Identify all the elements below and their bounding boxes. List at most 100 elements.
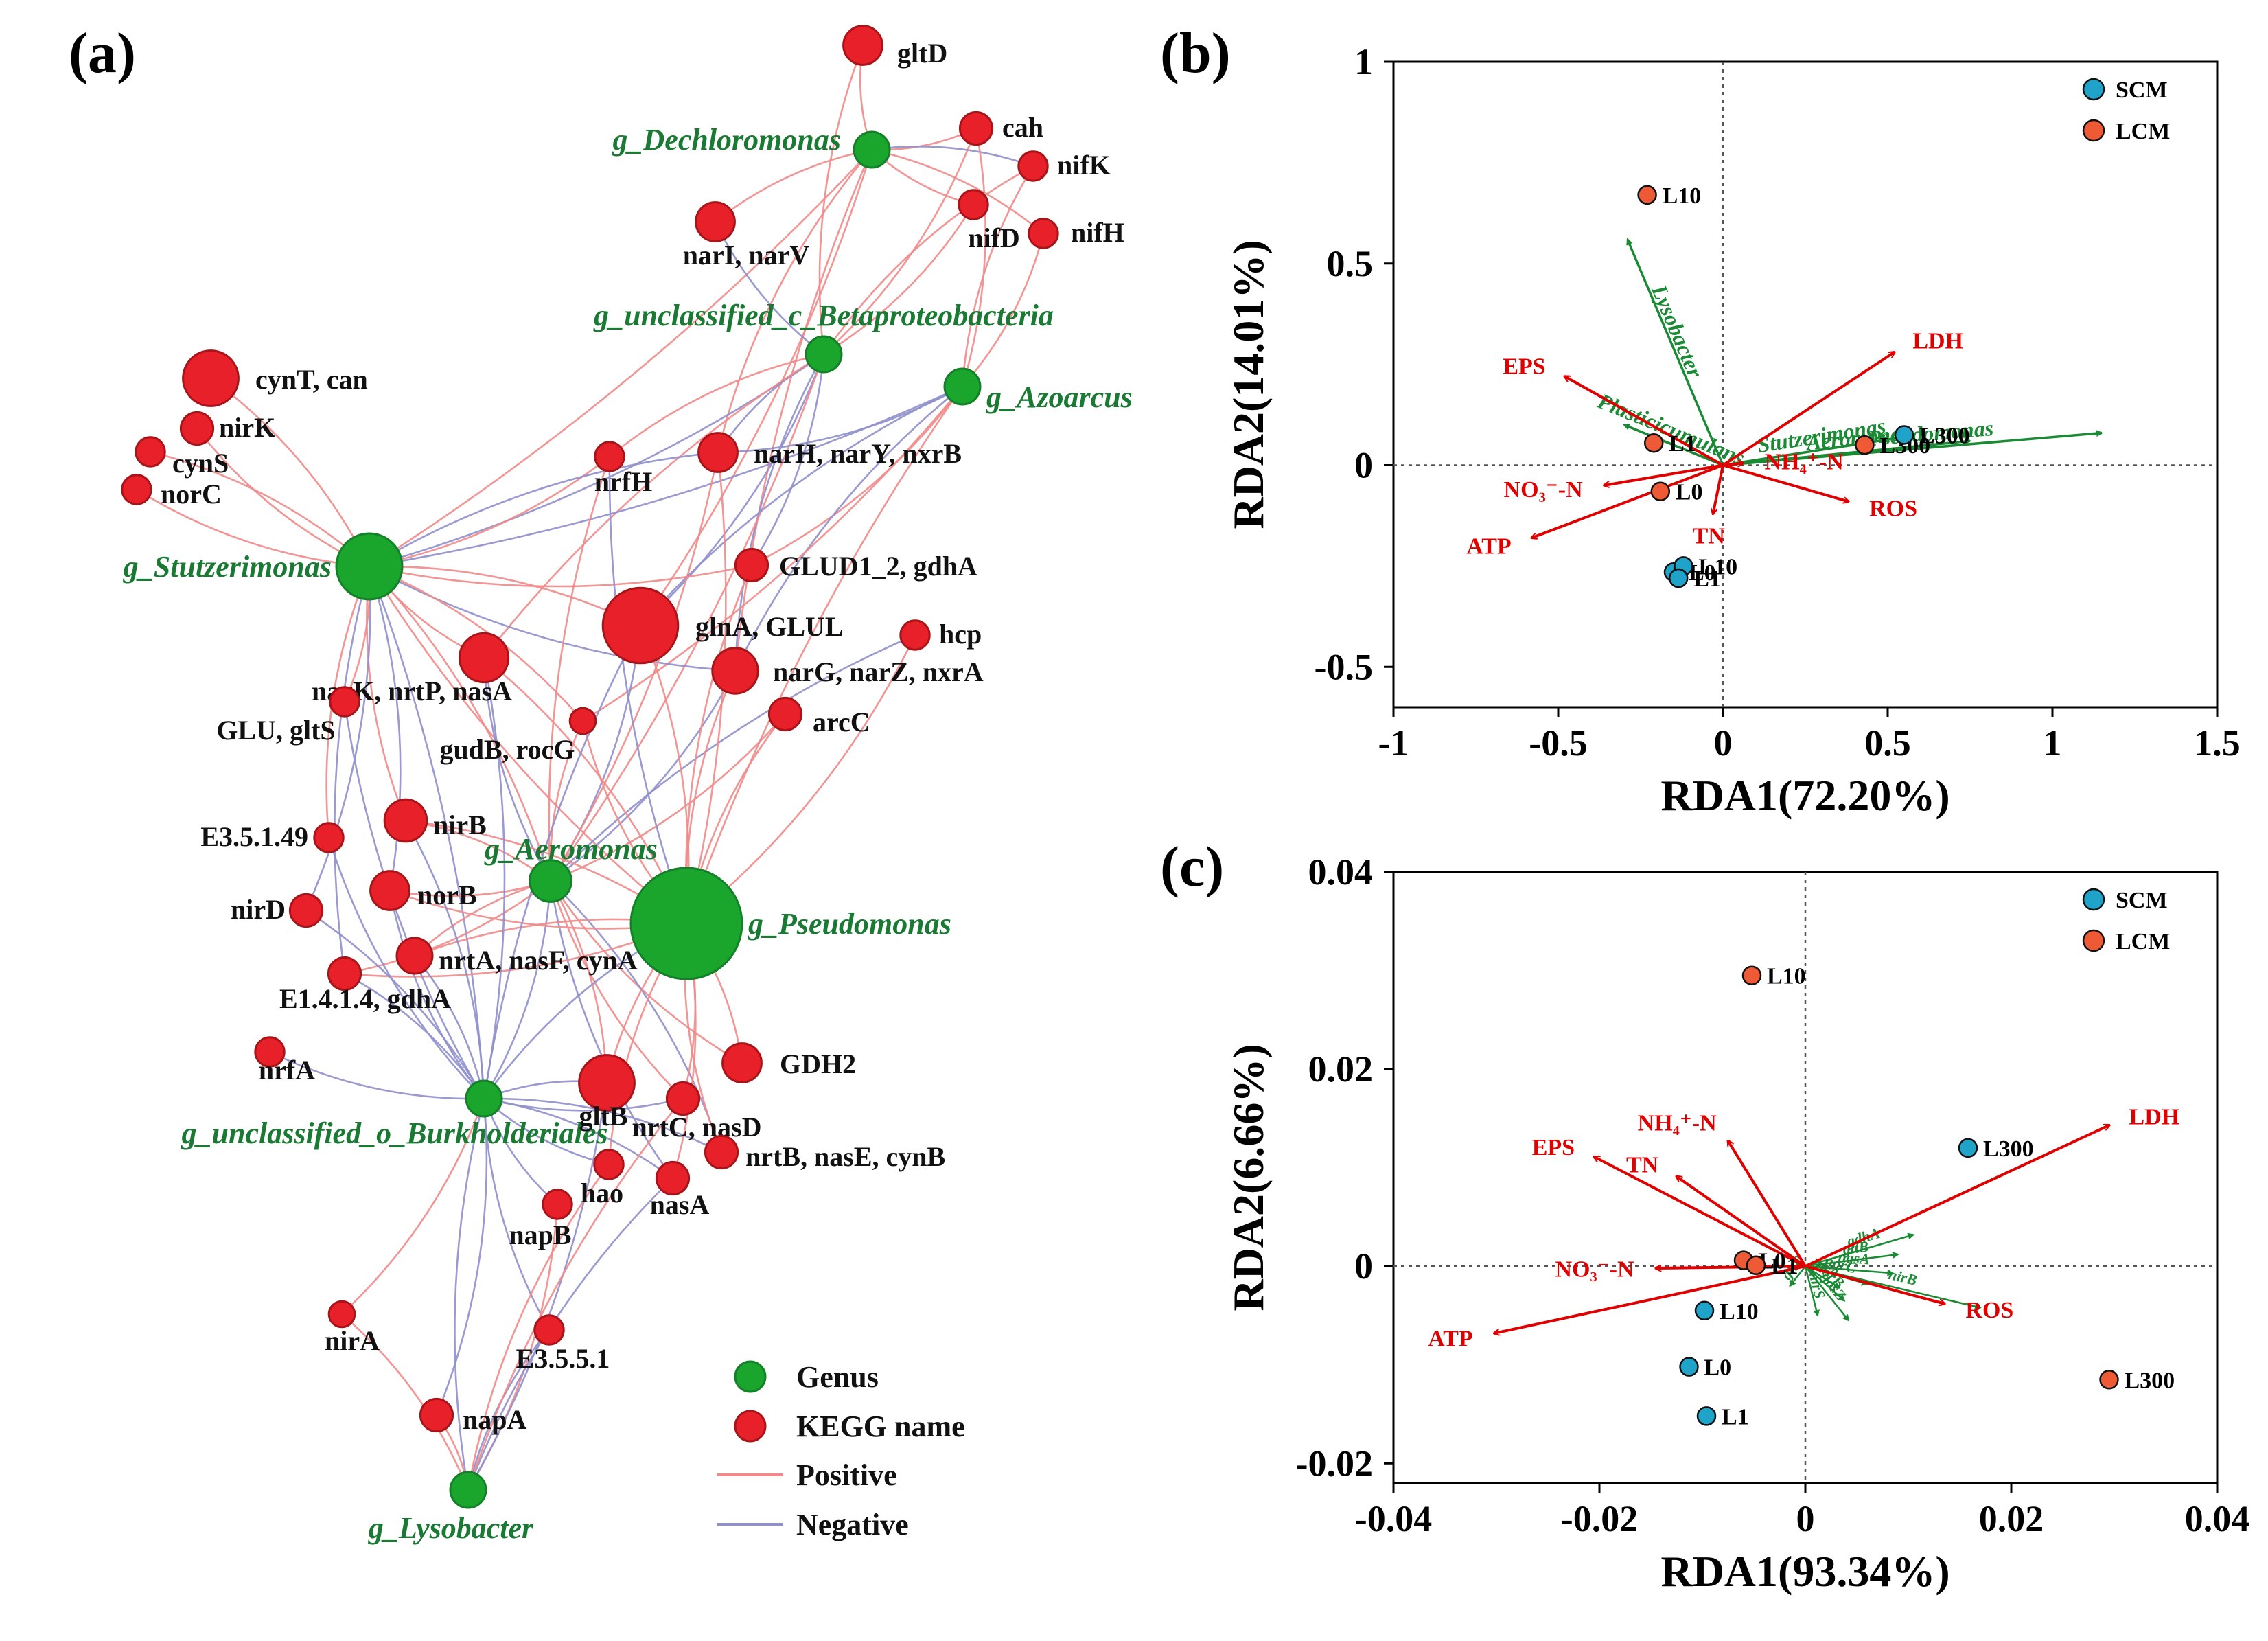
- species-vector-nira: [1805, 1265, 1841, 1289]
- sample-marker: [2099, 1370, 2119, 1390]
- env-vector-tn: [1677, 1177, 1807, 1267]
- sample-point-scm-l0: L0: [1679, 1355, 1731, 1381]
- sample-label: L1: [1771, 1254, 1798, 1279]
- node-circle: [594, 441, 625, 472]
- edge-pse-nrfH: [608, 456, 688, 924]
- node-label: norC: [161, 479, 222, 509]
- edge-bur-glnA: [483, 625, 642, 1099]
- node-circle: [288, 893, 324, 928]
- sample-point-lcm-l300: L300: [2099, 1368, 2175, 1393]
- kegg-node-nifD: nifD: [958, 189, 1020, 253]
- edge-bur-e3549: [327, 837, 485, 1099]
- env-label-ros: ROS: [1869, 496, 1917, 521]
- node-label: GLU, gltS: [216, 715, 335, 746]
- edge-beta-aer: [549, 354, 825, 882]
- node-label: cah: [1002, 112, 1043, 143]
- node-circle: [542, 1189, 573, 1220]
- legend-genus-marker: [734, 1360, 767, 1393]
- sample-label: L300: [2125, 1368, 2175, 1393]
- sample-point-lcm-l10: L10: [1741, 964, 1806, 989]
- env-label-ros: ROS: [1965, 1298, 2013, 1323]
- edge-aer-nrfH: [548, 456, 611, 882]
- node-label: nrtB, nasE, cynB: [745, 1141, 945, 1172]
- node-label: cynS: [172, 448, 229, 479]
- x-tick-label: -1: [1378, 722, 1409, 764]
- env-label-ldh: LDH: [1912, 328, 1963, 354]
- node-label: norB: [417, 880, 477, 910]
- x-axis-label: RDA1(72.20%): [1660, 771, 1949, 820]
- env-label-tn: TN: [1693, 523, 1726, 549]
- node-label: gudB, rocG: [439, 734, 575, 765]
- edge-dech-nifH: [871, 148, 1044, 235]
- x-axis-label: RDA1(93.34%): [1660, 1547, 1949, 1596]
- node-label: cynT, can: [255, 364, 368, 395]
- node-label: g_Dechloromonas: [612, 123, 841, 157]
- kegg-node-napB: napB: [509, 1189, 573, 1250]
- sample-point-lcm-l0: L0: [1650, 480, 1702, 505]
- species-vector-nosz: [1805, 1265, 1850, 1322]
- node-circle: [665, 1081, 701, 1116]
- node-circle: [629, 867, 743, 980]
- node-circle: [734, 547, 769, 583]
- x-tick-label: 0.04: [2185, 1498, 2250, 1539]
- node-label: gltB: [579, 1101, 627, 1132]
- env-label-eps: EPS: [1503, 354, 1545, 380]
- node-label: nirB: [433, 810, 487, 840]
- edge-bur-napA: [435, 1098, 488, 1416]
- node-circle: [254, 1036, 286, 1068]
- node-label: E3.5.5.1: [516, 1343, 610, 1374]
- node-label: gltD: [897, 38, 947, 69]
- sample-marker: [1694, 1300, 1715, 1321]
- edge-stu-narG: [369, 565, 736, 672]
- edge-aer-GDH2: [549, 880, 743, 1064]
- node-circle: [943, 367, 982, 406]
- edge-stu-narH: [369, 451, 719, 568]
- edge-stu-e1414: [334, 566, 371, 974]
- sample-label: L1: [1722, 1404, 1749, 1430]
- kegg-node-nifH: nifH: [1028, 217, 1124, 249]
- kegg-node-arcC: arcC: [767, 696, 870, 737]
- node-circle: [369, 870, 410, 911]
- y-tick-label: -0.5: [1315, 646, 1373, 687]
- edge-aer-narG: [550, 670, 737, 882]
- kegg-node-nrtB: nrtB, nasE, cynB: [704, 1134, 945, 1172]
- kegg-node-hao: hao: [581, 1149, 625, 1208]
- panel-label-a: (a): [69, 21, 136, 85]
- edge-stu-nrfH: [369, 455, 610, 568]
- species-vector-stutzerimonas: [1722, 434, 1906, 467]
- edge-aer-arcC: [550, 713, 786, 882]
- kegg-node-norC: norC: [121, 474, 222, 509]
- kegg-node-narH: narH, narY, nxrB: [697, 432, 962, 473]
- sample-marker: [1650, 481, 1671, 501]
- env-vector-no-n: [1656, 1266, 1806, 1268]
- sample-marker: [1741, 965, 1762, 985]
- edge-azo-gudB: [582, 386, 964, 722]
- x-tick-label: 0.02: [1979, 1498, 2044, 1539]
- kegg-node-e3551: E3.5.5.1: [516, 1314, 610, 1374]
- edge-beta-glud1: [750, 354, 825, 566]
- env-label-no-n: NO₃⁻-N: [1555, 1256, 1634, 1282]
- node-circle: [697, 432, 739, 473]
- rda-panel-b: (b) -1 -0.5 0 0.5 1 1.5-0.500.51RDA1(72.20%)R…: [1160, 21, 2241, 820]
- sample-point-scm-l300: L300: [1958, 1136, 2034, 1162]
- node-label: nrfH: [594, 466, 652, 497]
- x-tick-label: 1: [2044, 722, 2062, 764]
- edge-stu-nirD: [305, 566, 371, 911]
- edge-stu-gudB: [369, 565, 583, 722]
- node-circle: [568, 707, 597, 735]
- node-circle: [704, 1134, 739, 1170]
- edge-lyso-nirA: [341, 1313, 470, 1491]
- node-circle: [182, 349, 240, 407]
- node-label: GDH2: [780, 1048, 856, 1079]
- env-vector-no-n: [1604, 463, 1724, 485]
- env-label-atp: ATP: [1466, 534, 1511, 560]
- env-vector-atp: [1532, 463, 1724, 538]
- edge-bur-lyso: [454, 1098, 485, 1491]
- genus-node-lyso: g_Lysobacter: [368, 1471, 534, 1545]
- kegg-node-nifK: nifK: [1017, 150, 1111, 182]
- env-label-nh-n: NH₄⁺-N: [1638, 1111, 1717, 1136]
- node-label: glnA, GLUL: [695, 611, 844, 642]
- edge-beta-nifD: [823, 204, 975, 356]
- edge-beta-nrfH: [609, 353, 824, 458]
- legend-genus-label: Genus: [796, 1360, 879, 1394]
